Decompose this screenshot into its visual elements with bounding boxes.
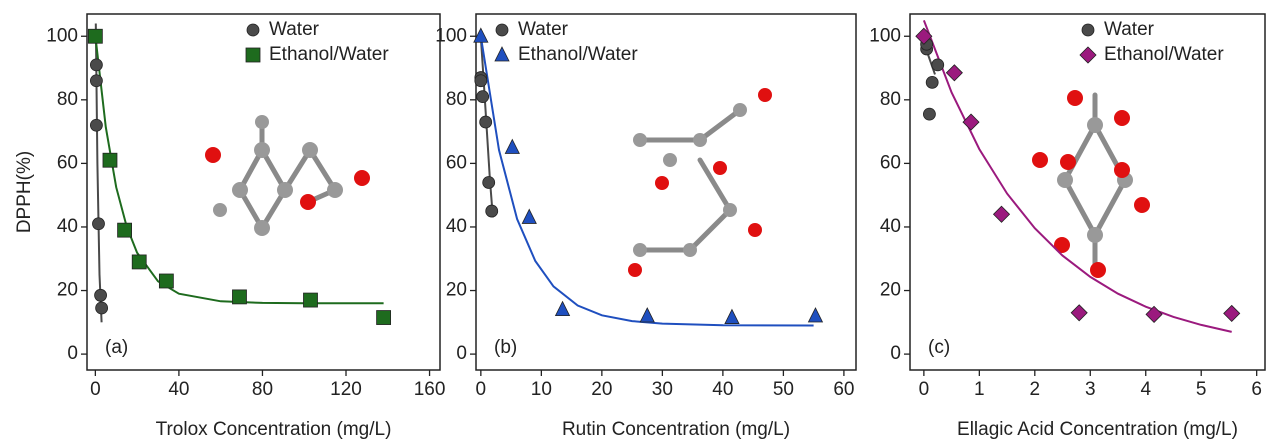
y-tick-label: 100 [46,25,78,46]
data-point [377,311,391,325]
data-point [1224,305,1240,321]
data-point [232,290,246,304]
x-axis-label: Rutin Concentration (mg/L) [562,419,790,440]
molecule-rutin [628,88,772,277]
legend-label: Ethanol/Water [1104,44,1224,65]
x-axis-label: Trolox Concentration (mg/L) [156,419,392,440]
data-point [505,140,519,154]
legend-label: Water [1104,19,1155,40]
x-tick-label: 40 [168,379,189,400]
data-point [303,293,317,307]
molecule-ellagic-acid [1032,90,1150,278]
x-tick-label: 60 [833,379,854,400]
x-axis-label: Ellagic Acid Concentration (mg/L) [957,419,1238,440]
x-tick-label: 50 [773,379,794,400]
figure: 04080120160020406080100Trolox Concentrat… [0,0,1271,443]
x-tick-label: 4 [1140,379,1151,400]
data-point [88,29,102,43]
y-tick-label: 0 [67,343,78,364]
data-point [963,114,979,130]
data-point [486,205,498,217]
data-point [90,59,102,71]
y-tick-label: 80 [446,89,467,110]
y-tick-label: 0 [890,343,901,364]
data-point [932,59,944,71]
legend-marker [1082,24,1094,36]
x-tick-label: 0 [90,379,101,400]
fit-curve [924,20,1232,332]
y-tick-label: 20 [446,280,467,301]
data-point [480,116,492,128]
y-tick-label: 60 [446,152,467,173]
legend-label: Water [518,19,569,40]
data-point [994,206,1010,222]
legend-label: Ethanol/Water [518,44,638,65]
x-tick-label: 80 [252,379,273,400]
data-point [926,76,938,88]
panel-label: (a) [105,337,128,358]
x-tick-label: 2 [1030,379,1041,400]
y-axis-label: DPPH(%) [14,151,35,233]
y-tick-label: 60 [57,152,78,173]
data-point [483,176,495,188]
data-point [90,119,102,131]
panel-label: (c) [928,337,950,358]
x-tick-label: 6 [1251,379,1262,400]
data-point [725,310,739,324]
legend-marker [247,24,259,36]
fit-curve [481,36,814,325]
data-point [92,218,104,230]
legend-label: Water [269,19,320,40]
x-tick-label: 5 [1196,379,1207,400]
y-tick-label: 40 [880,216,901,237]
data-point [946,65,962,81]
plot-frame [476,14,856,370]
x-tick-label: 0 [476,379,487,400]
y-tick-label: 20 [880,280,901,301]
legend-label: Ethanol/Water [269,44,389,65]
x-tick-label: 160 [414,379,446,400]
y-tick-label: 60 [880,152,901,173]
x-tick-label: 1 [974,379,985,400]
data-point [923,108,935,120]
y-tick-label: 80 [57,89,78,110]
data-point [556,302,570,316]
molecule-trolox [205,115,370,236]
y-tick-label: 100 [869,25,901,46]
data-point [96,302,108,314]
y-tick-label: 40 [57,216,78,237]
y-tick-label: 40 [446,216,467,237]
y-tick-label: 80 [880,89,901,110]
y-tick-label: 20 [57,280,78,301]
data-point [103,153,117,167]
y-tick-label: 0 [456,343,467,364]
legend-marker [1080,47,1096,63]
data-point [159,274,173,288]
legend-marker [246,48,260,62]
legend-marker [495,47,509,61]
data-point [132,255,146,269]
x-tick-label: 3 [1085,379,1096,400]
data-point [118,223,132,237]
data-point [95,289,107,301]
x-tick-label: 120 [330,379,362,400]
x-tick-label: 30 [652,379,673,400]
legend-marker [496,24,508,36]
x-tick-label: 40 [712,379,733,400]
data-point [90,75,102,87]
data-point [1071,305,1087,321]
y-tick-label: 100 [435,25,467,46]
data-point [640,308,654,322]
data-point [808,308,822,322]
data-point [477,91,489,103]
x-tick-label: 0 [919,379,930,400]
plot-frame [910,14,1265,370]
x-tick-label: 10 [531,379,552,400]
data-point [475,75,487,87]
x-tick-label: 20 [591,379,612,400]
panel-label: (b) [494,337,517,358]
data-point [522,209,536,223]
